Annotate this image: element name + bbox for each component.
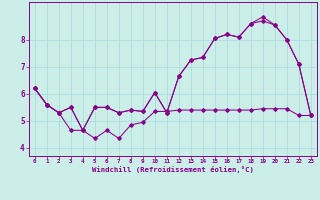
X-axis label: Windchill (Refroidissement éolien,°C): Windchill (Refroidissement éolien,°C) bbox=[92, 166, 254, 173]
